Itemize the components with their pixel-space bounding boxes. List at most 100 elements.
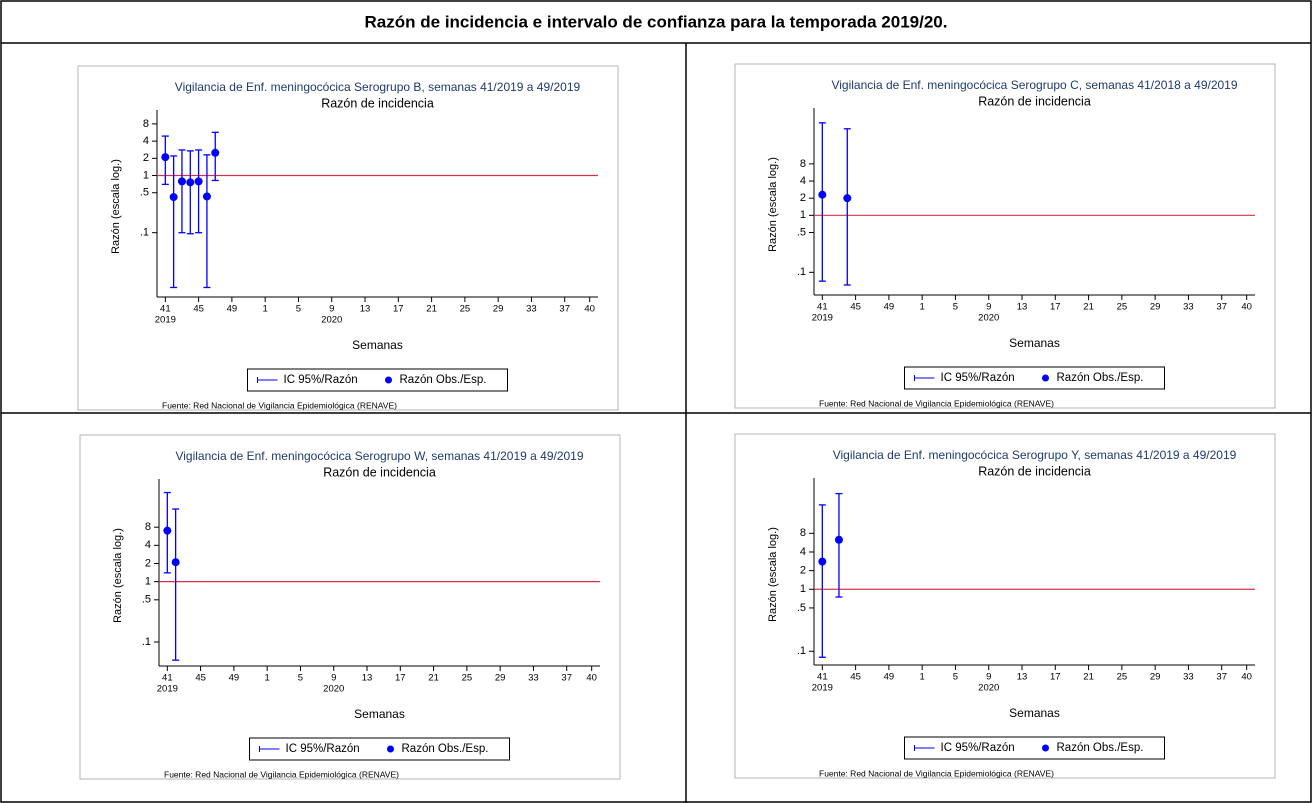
legend-label: IC 95%/Razón [941, 372, 1015, 384]
x-tick-label: 40 [584, 304, 595, 315]
x-tick-label: 17 [393, 304, 404, 315]
x-year-label: 2019 [157, 684, 178, 695]
legend-label: IC 95%/Razón [286, 743, 360, 755]
x-tick-label: 40 [586, 673, 597, 684]
x-tick-label: 5 [298, 673, 303, 684]
source-note: Fuente: Red Nacional de Vigilancia Epide… [164, 769, 399, 779]
page-title: Razón de incidencia e intervalo de confi… [365, 12, 948, 31]
y-tick-label: .1 [140, 227, 149, 239]
y-axis-label: Razón (escala log.) [767, 527, 779, 622]
x-tick-label: 21 [1083, 302, 1094, 313]
legend-symbol [1042, 374, 1049, 382]
legend-box [904, 366, 1165, 390]
x-tick-label: 49 [227, 304, 238, 315]
x-tick-label: 49 [884, 302, 895, 313]
x-tick-label: 13 [1017, 672, 1028, 683]
x-tick-label: 33 [528, 673, 539, 684]
x-tick-label: 1 [263, 304, 268, 315]
y-tick-label: .5 [797, 602, 806, 614]
x-year-label: 2020 [323, 684, 344, 695]
y-tick-label: 1 [800, 583, 806, 595]
y-axis-label: Razón (escala log.) [110, 159, 122, 254]
x-tick-label: 9 [331, 673, 336, 684]
y-tick-label: 8 [143, 118, 149, 130]
x-tick-label: 45 [850, 672, 861, 683]
point [194, 177, 203, 186]
x-tick-label: 41 [162, 673, 173, 684]
legend-symbol [1042, 744, 1049, 752]
x-tick-label: 49 [229, 673, 240, 684]
y-tick-label: 8 [145, 521, 151, 533]
chart-title: Vigilancia de Enf. meningocócica Serogru… [175, 449, 583, 463]
x-tick-label: 1 [265, 673, 270, 684]
x-tick-label: 9 [986, 302, 991, 313]
chart-title: Vigilancia de Enf. meningocócica Serogru… [833, 448, 1237, 462]
chart-frame [79, 434, 621, 780]
legend-symbol [385, 376, 392, 384]
x-tick-label: 37 [1216, 302, 1227, 313]
x-tick-label: 33 [526, 304, 537, 315]
point [818, 557, 827, 566]
y-tick-label: .1 [797, 645, 806, 657]
x-tick-label: 41 [160, 304, 171, 315]
x-year-label: 2019 [812, 313, 833, 324]
y-tick-label: 4 [800, 546, 806, 558]
y-tick-label: 1 [143, 169, 149, 181]
y-tick-label: .5 [142, 594, 151, 606]
x-year-label: 2019 [812, 683, 833, 694]
legend-label: Razón Obs./Esp. [1057, 372, 1144, 384]
y-tick-label: 2 [143, 152, 149, 164]
source-note: Fuente: Red Nacional de Vigilancia Epide… [162, 400, 397, 410]
x-tick-label: 29 [495, 673, 506, 684]
x-tick-label: 17 [395, 673, 406, 684]
x-tick-label: 1 [920, 672, 925, 683]
y-tick-label: .5 [140, 187, 149, 199]
x-tick-label: 13 [1017, 302, 1028, 313]
legend-label: Razón Obs./Esp. [1057, 742, 1144, 754]
x-tick-label: 13 [362, 673, 373, 684]
x-tick-label: 21 [428, 673, 439, 684]
y-tick-label: .5 [797, 226, 806, 238]
chart-subtitle: Razón de incidencia [323, 465, 436, 479]
chart-title: Vigilancia de Enf. meningocócica Serogru… [831, 78, 1237, 92]
x-tick-label: 40 [1241, 302, 1252, 313]
x-tick-label: 5 [953, 672, 958, 683]
x-tick-label: 37 [1216, 672, 1227, 683]
x-tick-label: 5 [953, 302, 958, 313]
x-tick-label: 1 [920, 302, 925, 313]
x-tick-label: 29 [1150, 302, 1161, 313]
x-tick-label: 17 [1050, 302, 1061, 313]
x-year-label: 2020 [978, 313, 999, 324]
x-tick-label: 21 [1083, 672, 1094, 683]
x-tick-label: 33 [1183, 302, 1194, 313]
x-axis-label: Semanas [1009, 336, 1060, 350]
legend-box [247, 368, 508, 392]
chart-frame [734, 63, 1276, 409]
x-tick-label: 33 [1183, 672, 1194, 683]
y-tick-label: 4 [800, 175, 806, 187]
chart-subtitle: Razón de incidencia [978, 94, 1091, 108]
x-year-label: 2020 [978, 683, 999, 694]
x-tick-label: 25 [1117, 302, 1128, 313]
x-tick-label: 29 [1150, 672, 1161, 683]
chart-title: Vigilancia de Enf. meningocócica Serogru… [175, 80, 581, 94]
x-axis-label: Semanas [354, 707, 405, 721]
chart-frame [734, 433, 1276, 779]
point [202, 192, 211, 201]
point [211, 148, 220, 157]
legend-box [249, 737, 510, 761]
x-tick-label: 29 [493, 304, 504, 315]
x-tick-label: 45 [850, 302, 861, 313]
y-tick-label: 4 [145, 539, 151, 551]
y-tick-label: 8 [800, 527, 806, 539]
point [186, 178, 195, 187]
y-tick-label: 1 [800, 209, 806, 221]
point [177, 177, 186, 186]
x-tick-label: 13 [360, 304, 371, 315]
x-tick-label: 45 [195, 673, 206, 684]
point [171, 558, 180, 567]
x-tick-label: 17 [1050, 672, 1061, 683]
y-tick-label: .1 [797, 266, 806, 278]
